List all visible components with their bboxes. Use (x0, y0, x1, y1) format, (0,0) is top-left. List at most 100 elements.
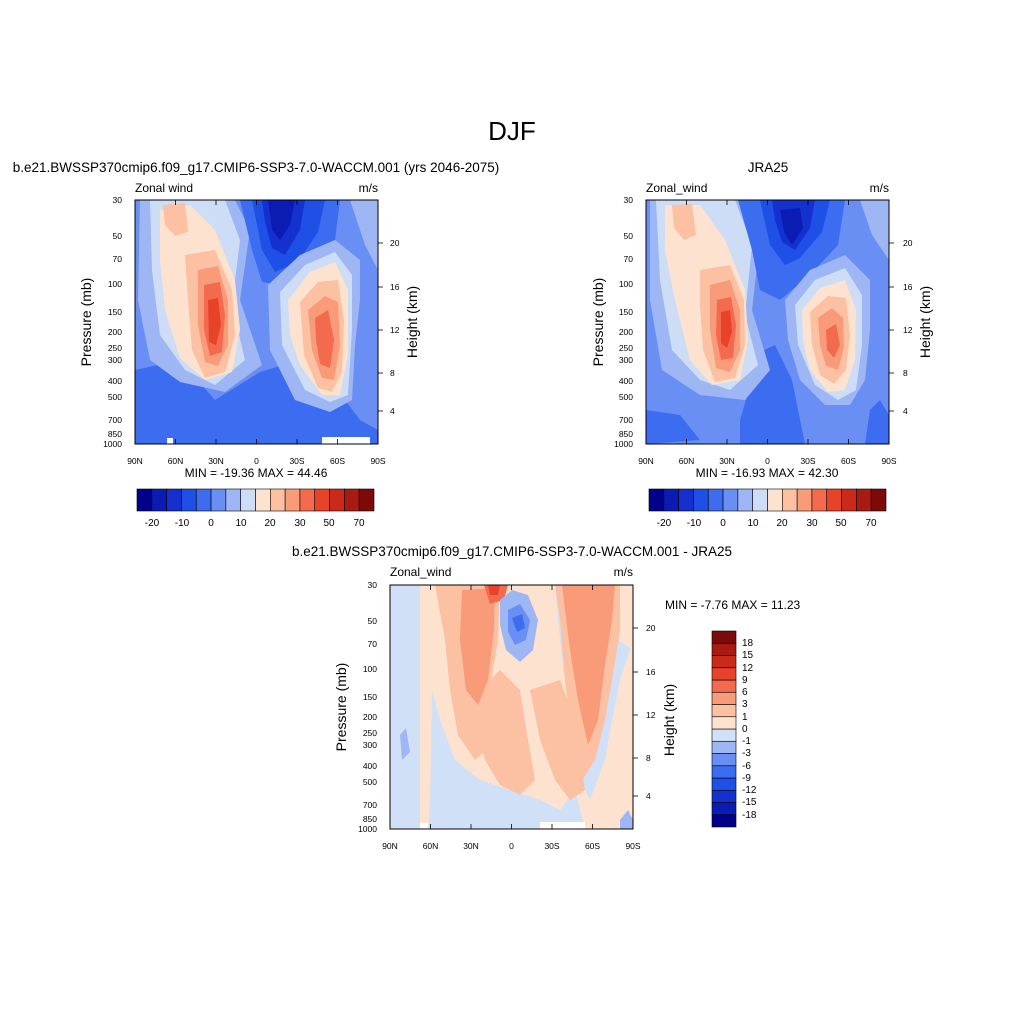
colorbar-box (711, 704, 737, 718)
colorbar-label: -3 (742, 748, 751, 759)
y-tick-label: 850 (108, 429, 122, 439)
colorbar-box (826, 488, 842, 512)
colorbar-label: 0 (208, 518, 214, 529)
colorbar-label: -20 (145, 518, 160, 529)
colorbar-box (314, 488, 330, 512)
y-right-tick-label: 4 (646, 791, 651, 801)
x-tick-label: 60S (841, 456, 856, 466)
y-right-tick-label: 12 (646, 710, 656, 720)
colorbar-box (752, 488, 768, 512)
colorbar-label: -10 (175, 518, 190, 529)
contour-fill (780, 208, 803, 245)
colorbar-box (711, 630, 737, 644)
colorbar-box (693, 488, 709, 512)
colorbar-box (711, 667, 737, 681)
colorbar-box (711, 777, 737, 791)
panel-obs-x-axis: 90N 60N 30N 0 30S 60S 90S (638, 456, 897, 466)
panel-model-ticks (175, 200, 383, 444)
colorbar-label: -18 (742, 810, 757, 821)
contour-fill (350, 200, 378, 270)
colorbar-box (811, 488, 828, 512)
contour-fill (826, 324, 840, 358)
x-tick-label: 90S (625, 841, 640, 851)
colorbar-label: 10 (235, 518, 247, 529)
panel-model-x-axis: 90N 60N 30N 0 30S 60S 90S (127, 456, 386, 466)
colorbar-box (711, 728, 737, 742)
y-tick-label: 850 (363, 814, 377, 824)
panel-diff-ylabel-right: Height (km) (661, 684, 677, 756)
y-right-tick-label: 16 (903, 282, 913, 292)
panel-obs-ylabel-right: Height (km) (917, 286, 933, 358)
colorbar-labels: -20 -10 0 10 20 30 50 70 (657, 518, 877, 529)
colorbar-box (225, 488, 241, 512)
colorbar-label: 30 (294, 518, 306, 529)
x-tick-label: 90S (370, 456, 385, 466)
y-right-tick-label: 8 (646, 753, 651, 763)
contour-fill (420, 823, 428, 829)
panel-diff-colorbar: 18 15 12 9 6 3 1 0 -1 -3 -6 -9 -12 -15 -… (711, 630, 757, 828)
panel-model: b.e21.BWSSP370cmip6.f09_g17.CMIP6-SSP3-7… (13, 160, 499, 529)
y-right-tick-label: 12 (390, 325, 400, 335)
colorbar-box (358, 488, 375, 512)
y-right-tick-label: 4 (903, 406, 908, 416)
colorbar-box (255, 488, 271, 512)
contour-fill (163, 203, 188, 236)
panel-diff-title: b.e21.BWSSP370cmip6.f09_g17.CMIP6-SSP3-7… (292, 544, 732, 559)
figure-title: DJF (488, 116, 536, 146)
colorbar-box (284, 488, 301, 512)
colorbar-box (648, 488, 665, 512)
colorbar-box (151, 488, 167, 512)
colorbar-box (796, 488, 813, 512)
colorbar-box (711, 802, 737, 816)
colorbar-box (782, 488, 798, 512)
colorbar-label: -20 (657, 518, 672, 529)
colorbar-box (136, 488, 153, 512)
y-tick-label: 700 (619, 415, 633, 425)
panel-obs-y-axis-right: 20 16 12 8 4 (903, 238, 913, 416)
contour-fill (860, 200, 889, 260)
x-tick-label: 30N (719, 456, 735, 466)
colorbar-label: 15 (742, 650, 754, 661)
y-tick-label: 400 (363, 761, 377, 771)
y-tick-label: 70 (624, 254, 634, 264)
panel-diff-y-axis-right: 20 16 12 8 4 (646, 623, 656, 801)
panel-model-min-max: MIN = -19.36 MAX = 44.46 (185, 466, 328, 480)
panel-obs-title: JRA25 (748, 160, 789, 175)
colorbar-box (767, 488, 783, 512)
y-tick-label: 300 (363, 740, 377, 750)
y-tick-label: 400 (108, 376, 122, 386)
x-tick-label: 30N (208, 456, 224, 466)
colorbar-label: 50 (323, 518, 335, 529)
colorbar-label: 70 (353, 518, 365, 529)
x-tick-label: 90N (127, 456, 143, 466)
x-tick-label: 90N (382, 841, 398, 851)
colorbar-label: 9 (742, 675, 748, 686)
y-tick-label: 300 (108, 355, 122, 365)
y-tick-label: 50 (368, 616, 378, 626)
y-tick-label: 70 (113, 254, 123, 264)
panel-model-title: b.e21.BWSSP370cmip6.f09_g17.CMIP6-SSP3-7… (13, 160, 499, 175)
colorbar-box (181, 488, 197, 512)
colorbar-box (711, 691, 737, 705)
x-tick-label: 60S (330, 456, 345, 466)
colorbar-box (166, 488, 182, 512)
y-tick-label: 30 (113, 195, 123, 205)
contour-fill (865, 400, 889, 444)
y-right-tick-label: 20 (903, 238, 913, 248)
colorbar-box (737, 488, 753, 512)
y-tick-label: 150 (108, 307, 122, 317)
panel-diff-x-axis: 90N 60N 30N 0 30S 60S 90S (382, 841, 641, 851)
y-tick-label: 400 (619, 376, 633, 386)
colorbar-boxes (711, 630, 737, 828)
y-tick-label: 70 (368, 639, 378, 649)
colorbar-label: 1 (742, 712, 748, 723)
y-tick-label: 100 (619, 279, 633, 289)
y-tick-label: 1000 (614, 439, 633, 449)
x-tick-label: 30N (463, 841, 479, 851)
colorbar-box (711, 655, 737, 669)
colorbar-label: 50 (835, 518, 847, 529)
y-tick-label: 250 (619, 343, 633, 353)
y-tick-label: 200 (363, 712, 377, 722)
x-tick-label: 60N (168, 456, 184, 466)
